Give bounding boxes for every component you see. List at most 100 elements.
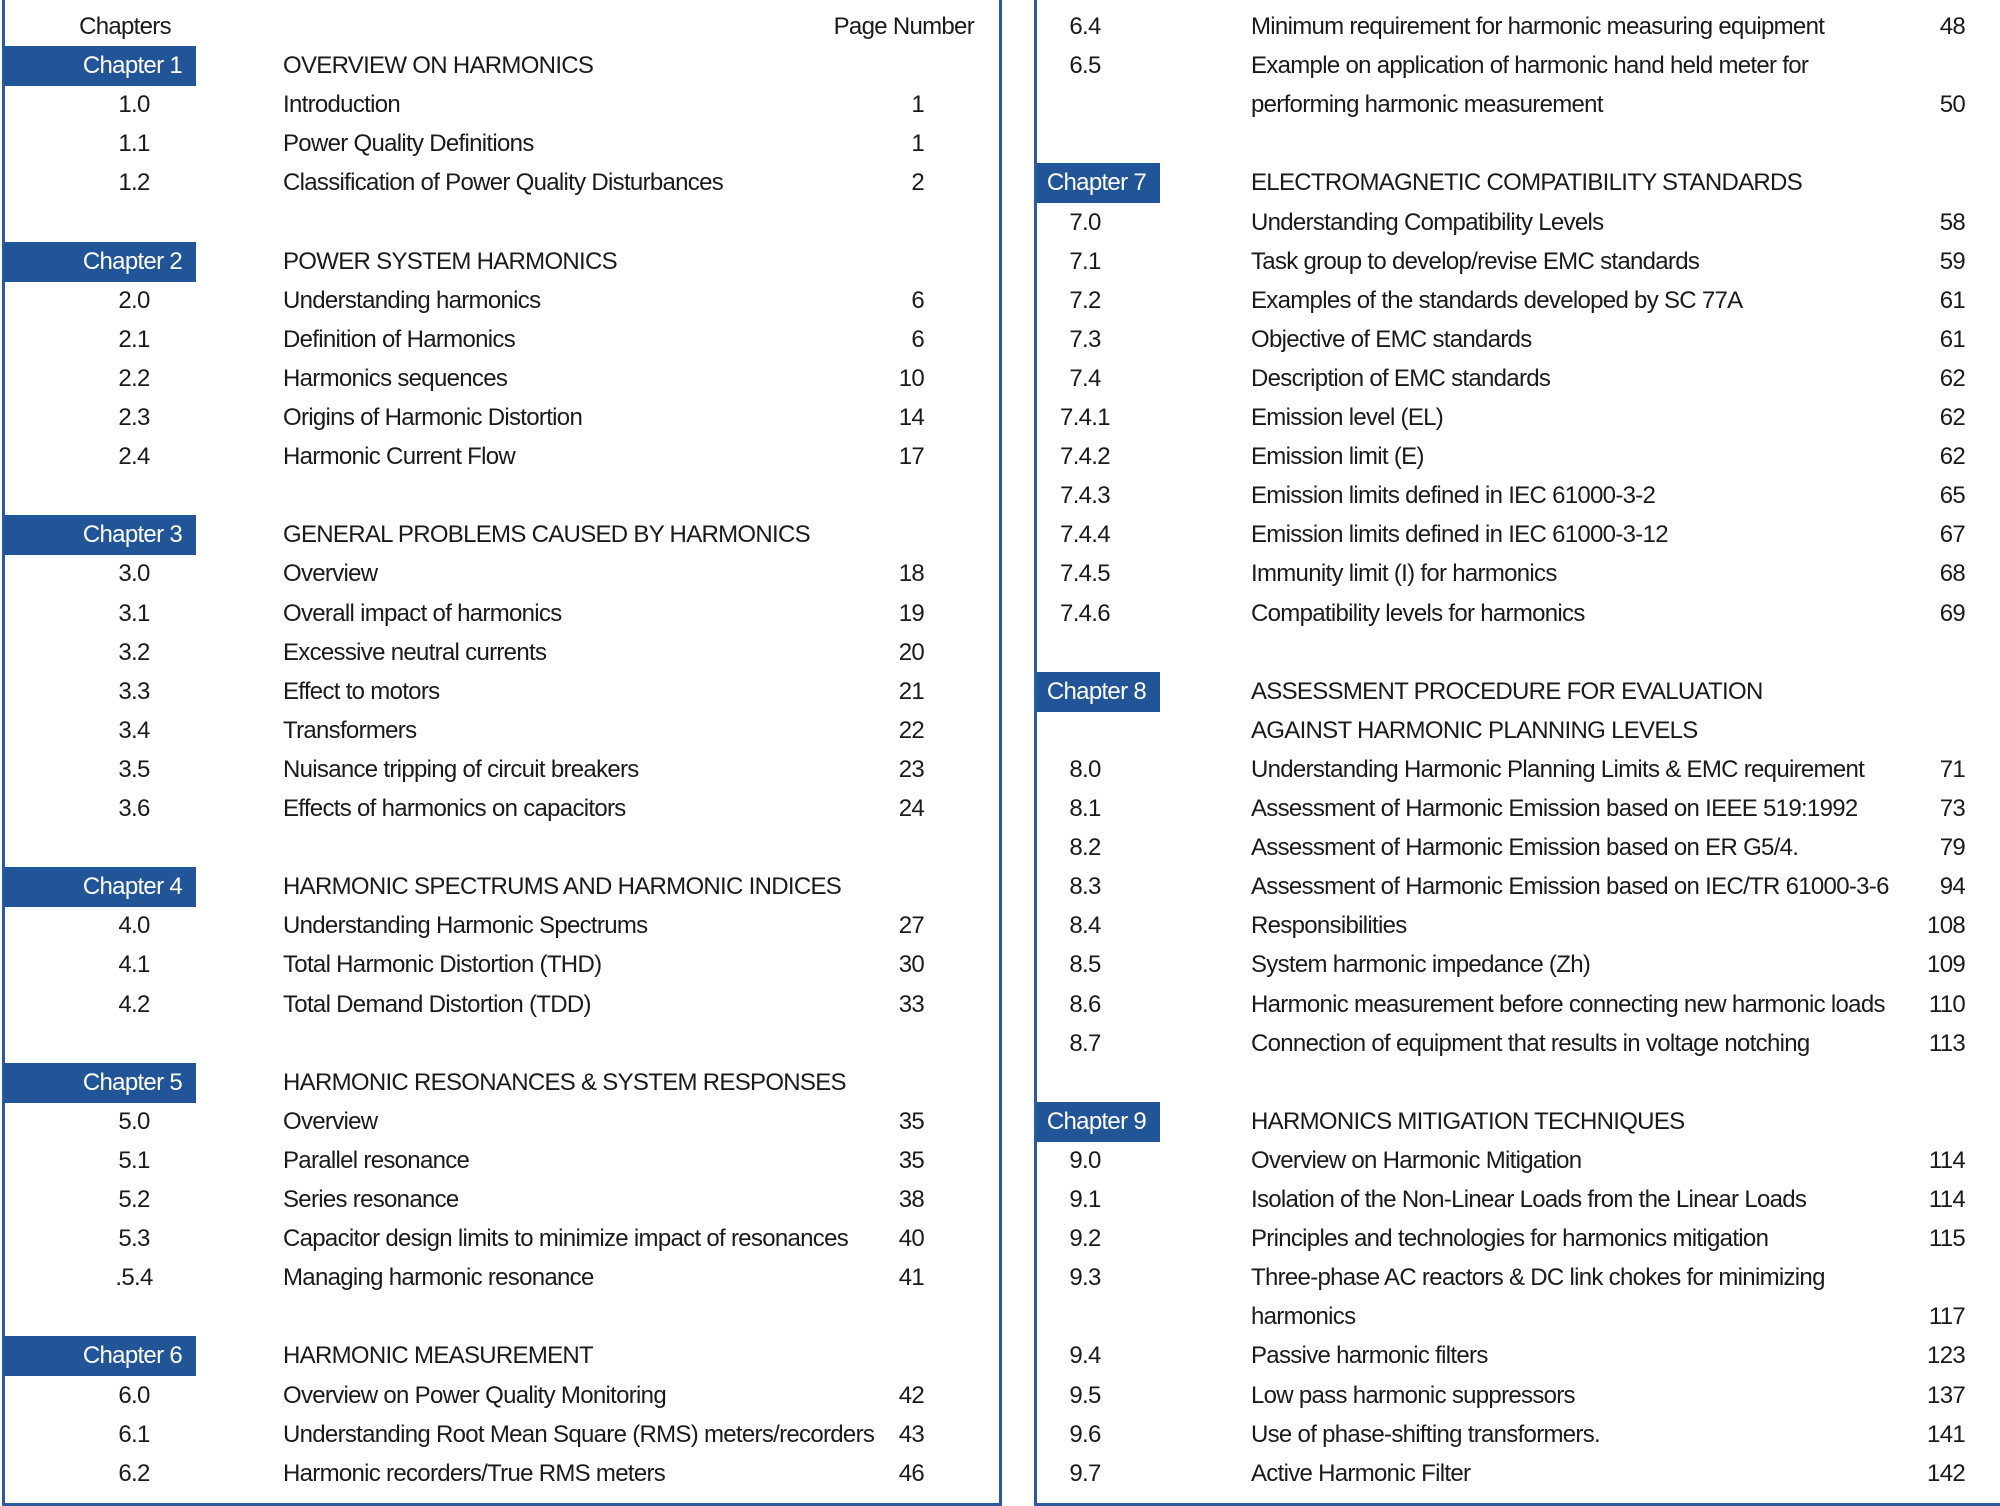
section-title: Examples of the standards developed by S…: [1251, 286, 1743, 314]
toc-entry-row: 8.1 Assessment of Harmonic Emission based…: [0, 789, 2000, 829]
section-title: Harmonic recorders/True RMS meters: [283, 1459, 666, 1487]
toc-entry-row: 1.0 Introduction 1: [0, 85, 2000, 125]
chapter-title: HARMONIC SPECTRUMS AND HARMONIC INDICES: [283, 873, 842, 901]
chapter-label-badge: Chapter 2: [4, 241, 196, 282]
page-number: 115: [1928, 1225, 1966, 1253]
page-number: 42: [898, 1381, 925, 1409]
toc-entry-row: 8.2 Assessment of Harmonic Emission based…: [0, 828, 2000, 868]
page-number: 109: [1927, 951, 1966, 979]
page-number: 27: [898, 912, 925, 940]
page-number: 61: [1939, 325, 1966, 353]
section-number: 9.0: [1069, 1146, 1101, 1174]
page-number: 48: [1939, 13, 1966, 40]
chapter-label-badge: Chapter 6: [4, 1336, 196, 1377]
section-number: 5.1: [118, 1146, 150, 1174]
section-title: Managing harmonic resonance: [283, 1264, 594, 1292]
toc-entry-row: 2.3 Origins of Harmonic Distortion 14: [0, 398, 2000, 438]
page-number: 23: [898, 755, 925, 783]
page-number: 38: [898, 1186, 925, 1213]
chapter-title: HARMONIC RESONANCES & SYSTEM RESPONSES: [283, 1068, 847, 1096]
section-number: 7.4: [1069, 364, 1101, 392]
toc-entry-row: 8.0 Understanding Harmonic Planning Limit…: [0, 750, 2000, 790]
chapter-heading-row: Chapter 7 ELECTROMAGNETIC COMPATIBILITY S…: [0, 163, 2000, 204]
section-title: Assessment of Harmonic Emission based on…: [1251, 873, 1889, 901]
section-title: Use of phase-shifting transformers.: [1251, 1420, 1601, 1448]
section-number: 1.1: [118, 130, 150, 158]
section-number: 3.4: [118, 716, 150, 744]
section-number: 7.4.1: [1060, 404, 1111, 431]
section-title: Understanding Root Mean Square (RMS) met…: [283, 1420, 875, 1448]
section-number: 7.0: [1069, 208, 1101, 236]
section-number: 2.1: [118, 325, 150, 353]
toc-entry-row: 6.1 Understanding Root Mean Square (RMS) …: [0, 1415, 2000, 1455]
chapter-heading-row: Chapter 8 ASSESSMENT PROCEDURE FOR EVALUA…: [0, 671, 2000, 712]
section-title: Capacitor design limits to minimize impa…: [283, 1225, 849, 1253]
chapter-label-badge: Chapter 1: [4, 46, 196, 87]
page-number: 137: [1927, 1381, 1966, 1409]
section-title: Understanding Harmonic Spectrums: [283, 912, 648, 940]
section-title: Introduction: [283, 91, 401, 119]
toc-entry-row: 7.0 Understanding Compatibility Levels 58: [0, 203, 2000, 243]
section-number: 5.3: [118, 1225, 150, 1253]
page-number: 10: [898, 364, 925, 392]
section-title: Nuisance tripping of circuit breakers: [283, 755, 639, 783]
section-number: 8.0: [1069, 755, 1101, 783]
section-number: 8.6: [1069, 990, 1101, 1018]
toc-entry-row: 3.5 Nuisance tripping of circuit breakers…: [0, 750, 2000, 790]
section-number: 7.4.3: [1060, 482, 1111, 510]
toc-entry-row: 6.0 Overview on Power Quality Monitoring 4…: [0, 1376, 2000, 1416]
section-number: 7.3: [1069, 325, 1101, 353]
section-title: Objective of EMC standards: [1251, 325, 1532, 353]
page-number: 114: [1928, 1146, 1966, 1174]
toc-entry-row: .5.4 Managing harmonic resonance 41: [0, 1258, 2000, 1298]
section-title: Low pass harmonic suppressors: [1251, 1381, 1576, 1409]
section-number: 2.2: [118, 364, 150, 392]
section-number: 7.4.6: [1060, 599, 1111, 627]
page-number: 35: [898, 1107, 925, 1135]
page-number: 2: [911, 169, 924, 197]
chapter-heading-row: Chapter 4 HARMONIC SPECTRUMS AND HARMONIC…: [0, 867, 2000, 908]
section-number: 3.0: [118, 560, 150, 588]
page-number: 61: [1939, 286, 1966, 314]
page-number: 68: [1939, 560, 1966, 588]
section-title: Overview on Power Quality Monitoring: [283, 1381, 667, 1409]
chapter-label-badge: Chapter 9: [1037, 1101, 1160, 1142]
page-number: 46: [898, 1459, 925, 1487]
page-number: 58: [1939, 208, 1966, 236]
page-number: 79: [1939, 834, 1966, 862]
page-number: 1: [911, 91, 924, 119]
toc-entry-row: 7.3 Objective of EMC standards 61: [0, 320, 2000, 360]
page-number: 24: [898, 795, 925, 822]
page-number: 6: [911, 325, 924, 353]
page-number: 73: [1939, 795, 1966, 822]
section-title: Overall impact of harmonics: [283, 599, 562, 627]
chapter-title: ELECTROMAGNETIC COMPATIBILITY STANDARDS: [1251, 169, 1803, 197]
toc-entry-row: 9.3 Three-phase AC reactors & DC link cho…: [0, 1258, 2000, 1298]
chapter-heading-row: Chapter 3 GENERAL PROBLEMS CAUSED BY HARM…: [0, 515, 2000, 556]
section-title: performing harmonic measurement: [1251, 91, 1603, 119]
section-number: 5.2: [118, 1186, 150, 1213]
page-number: 117: [1928, 1303, 1966, 1331]
toc-entry-row: 8.6 Harmonic measurement before connectin…: [0, 985, 2000, 1025]
section-number: 6.1: [118, 1420, 150, 1448]
section-title: Minimum requirement for harmonic measuri…: [1251, 13, 1825, 40]
page-number: 18: [898, 560, 925, 588]
section-number: 6.0: [118, 1381, 150, 1409]
section-number: 7.2: [1069, 286, 1101, 314]
section-number: 3.5: [118, 755, 150, 783]
section-number: 3.3: [118, 677, 150, 705]
toc-entry-row: 8.7 Connection of equipment that results …: [0, 1024, 2000, 1064]
section-number: 9.7: [1069, 1459, 1101, 1487]
page-number-column-header: Page Number: [833, 13, 975, 40]
toc-entry-row: 7.4.6 Compatibility levels for harmonics 6…: [0, 594, 2000, 634]
page-number: 108: [1927, 912, 1966, 940]
toc-entry-row: 5.1 Parallel resonance 35: [0, 1141, 2000, 1181]
toc-entry-row: 3.1 Overall impact of harmonics 19: [0, 594, 2000, 634]
section-title: Overview: [283, 560, 378, 588]
section-number: 2.4: [118, 443, 150, 471]
page-number: 43: [898, 1420, 925, 1448]
section-title: Effects of harmonics on capacitors: [283, 795, 626, 822]
toc-entry-row: 8.4 Responsibilities 108: [0, 906, 2000, 946]
toc-entry-row: 6.4 Minimum requirement for harmonic meas…: [0, 7, 2000, 47]
toc-entry-row: 3.4 Transformers 22: [0, 711, 2000, 751]
